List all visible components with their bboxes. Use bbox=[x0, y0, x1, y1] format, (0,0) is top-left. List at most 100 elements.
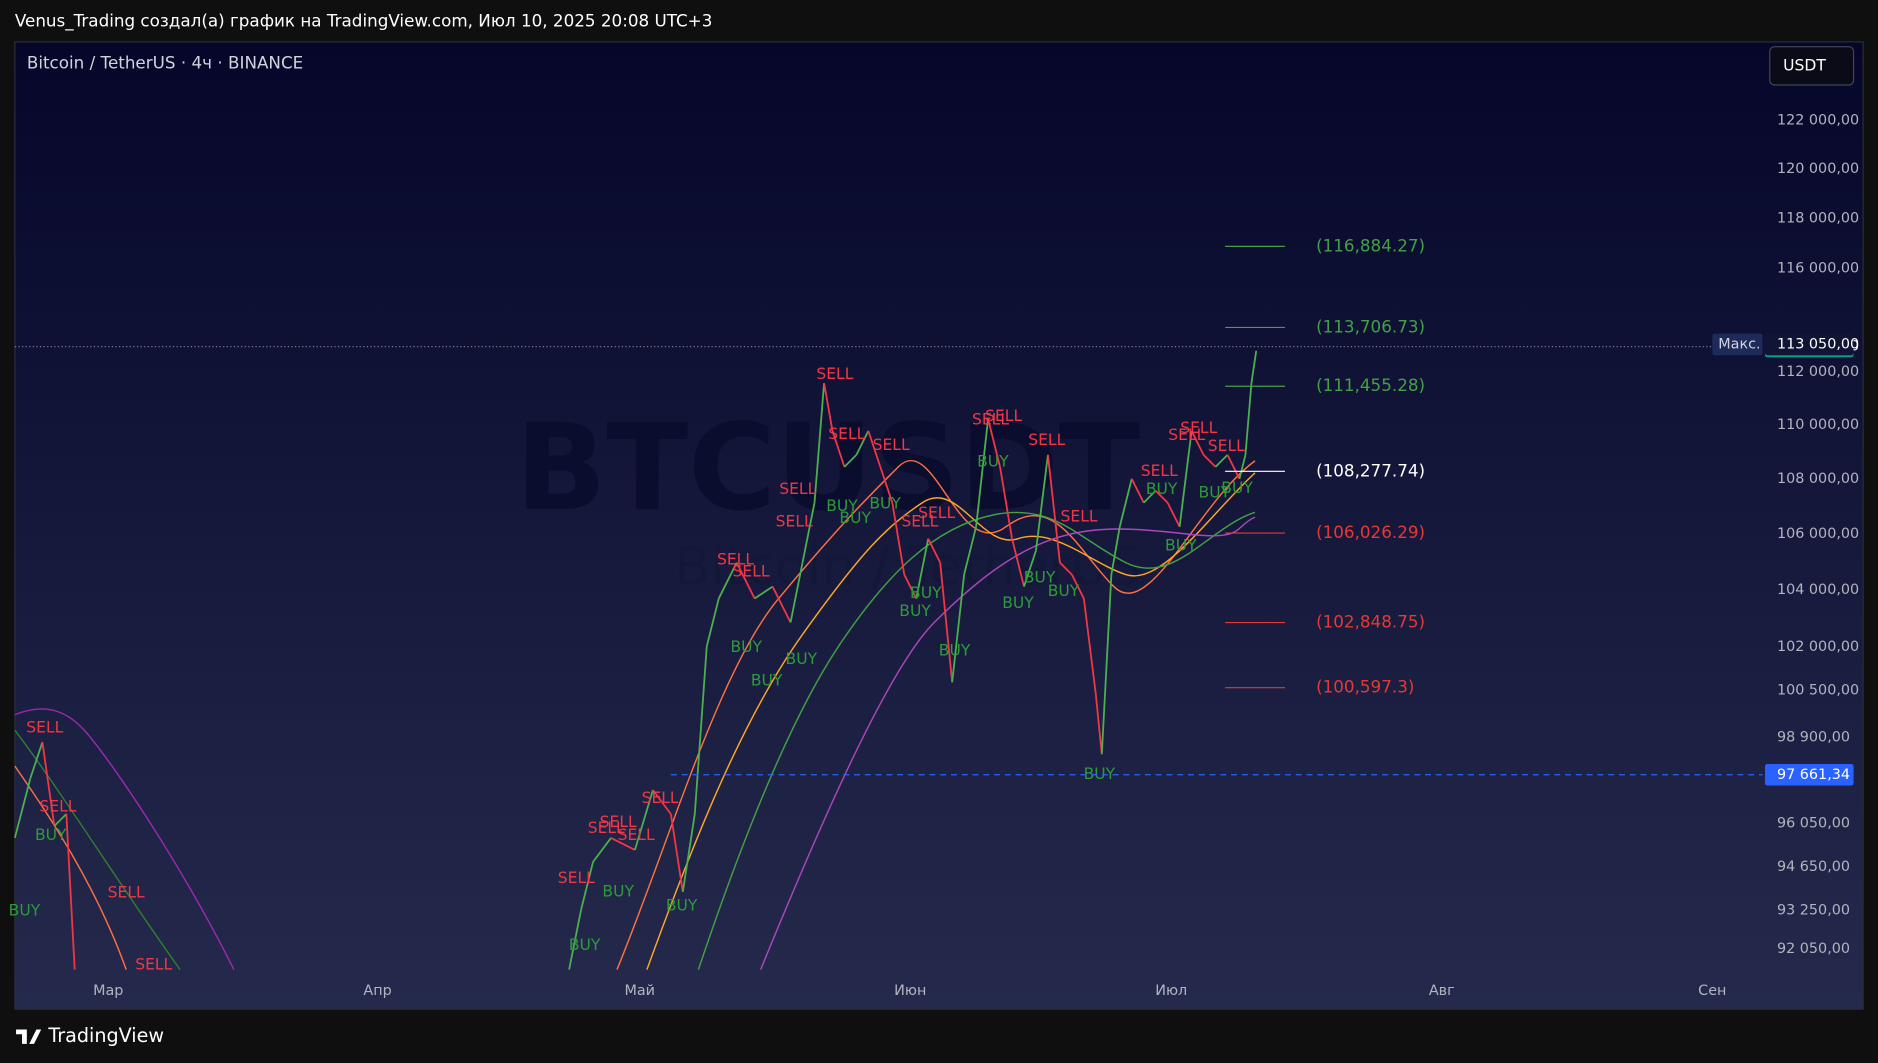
candle-segment bbox=[681, 813, 696, 892]
candle-segment bbox=[1130, 478, 1145, 504]
y-tick-label: 94 650,00 bbox=[1777, 859, 1850, 875]
candle-segment bbox=[831, 430, 846, 468]
candle-segment bbox=[634, 789, 654, 851]
candle-segment bbox=[29, 741, 44, 779]
signal-label: SELL bbox=[26, 718, 63, 736]
marked-price-label: 97 661,34 bbox=[1777, 767, 1850, 783]
candle-segment bbox=[1094, 694, 1103, 755]
x-tick-label: Апр bbox=[363, 983, 391, 999]
candle-segment bbox=[951, 574, 966, 683]
ma-line bbox=[616, 459, 1256, 970]
candle-segment bbox=[592, 837, 612, 863]
candle-segment bbox=[1100, 574, 1113, 755]
price-trace bbox=[13, 350, 1258, 970]
candle-segment bbox=[891, 502, 906, 575]
signal-label: BUY bbox=[1024, 569, 1056, 587]
signal-label: SELL bbox=[1208, 437, 1245, 455]
candle-segment bbox=[693, 646, 708, 815]
y-tick-label: 118 000,00 bbox=[1777, 210, 1859, 226]
y-tick-label: 122 000,00 bbox=[1777, 112, 1859, 128]
ma-line bbox=[646, 472, 1256, 970]
max-price-badge bbox=[1764, 333, 1854, 356]
signal-label: BUY bbox=[1221, 479, 1253, 497]
candle-segment bbox=[1118, 478, 1133, 527]
signal-label: SELL bbox=[1061, 508, 1098, 526]
indicators bbox=[14, 459, 1256, 971]
candle-segment bbox=[813, 382, 825, 503]
level-label: (116,884.27) bbox=[1316, 235, 1425, 255]
signal-label: SELL bbox=[600, 813, 637, 831]
signal-label: SELL bbox=[618, 826, 655, 844]
signal-label: BUY bbox=[910, 584, 942, 602]
candle-segment bbox=[1035, 454, 1049, 551]
signal-label: BUY bbox=[899, 602, 931, 620]
y-tick-label: 110 000,00 bbox=[1777, 417, 1859, 433]
candle-segment bbox=[717, 562, 738, 599]
ma-line bbox=[697, 511, 1256, 970]
signal-label: BUY bbox=[666, 897, 698, 915]
x-tick-label: Авг bbox=[1429, 983, 1455, 999]
signal-label: BUY bbox=[730, 638, 762, 656]
candle-segment bbox=[1059, 561, 1073, 576]
signal-label: SELL bbox=[985, 407, 1022, 425]
signal-label: SELL bbox=[588, 819, 625, 837]
candle-segment bbox=[1071, 574, 1085, 599]
signal-label: SELL bbox=[1180, 419, 1217, 437]
candle-segment bbox=[1155, 490, 1169, 504]
signal-label: SELL bbox=[828, 425, 865, 443]
candle-segment bbox=[1202, 454, 1217, 468]
signal-label: BUY bbox=[869, 494, 901, 512]
candle-segment bbox=[13, 777, 32, 839]
candle-segment bbox=[1250, 350, 1258, 384]
y-tick-label: 96 050,00 bbox=[1777, 816, 1850, 832]
currency-button[interactable] bbox=[1769, 46, 1855, 86]
levels: (116,884.27) (113,706.73) (111,455.28) (108… bbox=[14, 235, 1763, 776]
signal-label: SELL bbox=[918, 504, 955, 522]
candle-segment bbox=[939, 562, 954, 683]
candle-segment bbox=[568, 909, 582, 970]
signal-label: SELL bbox=[558, 869, 595, 887]
signal-label: SELL bbox=[779, 480, 816, 498]
brand: TradingView bbox=[47, 1024, 164, 1047]
signal-label: BUY bbox=[1002, 594, 1034, 612]
signal-label: SELL bbox=[135, 955, 172, 973]
signal-label: BUY bbox=[751, 672, 783, 690]
logo-icon bbox=[16, 1029, 42, 1044]
ma-line bbox=[14, 708, 235, 970]
signal-label: SELL bbox=[39, 797, 76, 815]
candle-segment bbox=[975, 418, 989, 527]
candle-segment bbox=[987, 418, 1001, 468]
signal-label: SELL bbox=[776, 512, 813, 530]
signal-label: BUY bbox=[1199, 484, 1231, 502]
candle-segment bbox=[1082, 598, 1097, 695]
signal-label: BUY bbox=[35, 826, 67, 844]
candle-segment bbox=[754, 585, 774, 600]
signal-label: SELL bbox=[816, 365, 853, 383]
candle-segment bbox=[867, 430, 882, 468]
level-label: (102,848.75) bbox=[1316, 612, 1425, 632]
signal-label: BUY bbox=[569, 936, 601, 954]
y-tick-label: 112 000,00 bbox=[1777, 364, 1859, 380]
candle-segment bbox=[963, 526, 977, 575]
signal-label: SELL bbox=[1028, 431, 1065, 449]
candle-segment bbox=[855, 430, 870, 456]
currency-label[interactable]: USDT bbox=[1783, 56, 1826, 74]
ma-line bbox=[14, 729, 181, 971]
signal-label: BUY bbox=[939, 642, 971, 660]
candle-segment bbox=[735, 562, 756, 599]
signal-label: BUY bbox=[1084, 765, 1116, 783]
candle-segment bbox=[580, 861, 594, 910]
candle-segment bbox=[903, 574, 918, 599]
y-tick-label: 104 000,00 bbox=[1777, 582, 1859, 598]
level-label: (108,277.74) bbox=[1316, 460, 1425, 480]
candle-segment bbox=[1047, 454, 1061, 563]
signal-label: BUY bbox=[602, 882, 634, 900]
max-price-label: 113 050,00 bbox=[1777, 336, 1859, 352]
signal-label: SELL bbox=[873, 436, 910, 454]
y-tick-label: 102 000,00 bbox=[1777, 639, 1859, 655]
level-label: (113,706.73) bbox=[1316, 316, 1425, 336]
y-tick-label: 116 000,00 bbox=[1777, 261, 1859, 277]
signal-label: SELL bbox=[108, 884, 145, 902]
